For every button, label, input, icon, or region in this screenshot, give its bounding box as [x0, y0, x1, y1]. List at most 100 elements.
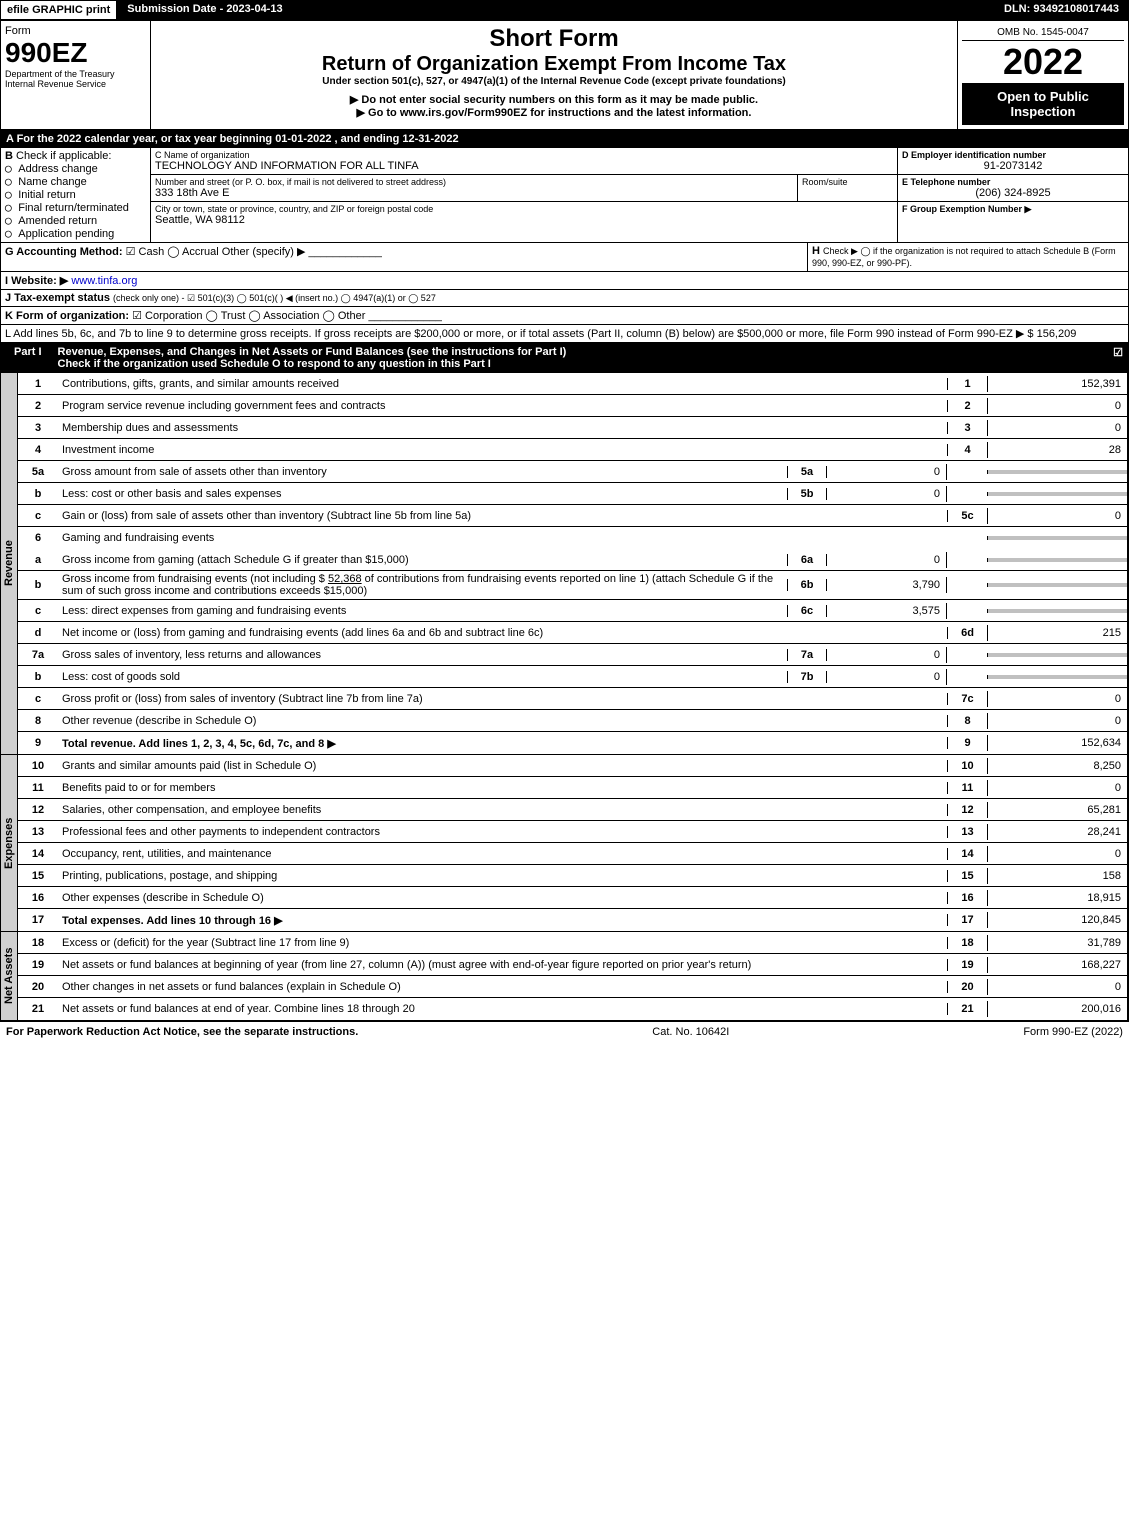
line-5c-desc: Gain or (loss) from sale of assets other… — [58, 508, 947, 524]
line-13-box: 13 — [947, 826, 987, 838]
line-11-num: 11 — [18, 780, 58, 796]
goto-link[interactable]: ▶ Go to www.irs.gov/Form990EZ for instru… — [155, 106, 953, 119]
opt-initial-return: Initial return — [18, 189, 75, 201]
submission-date: Submission Date - 2023-04-13 — [117, 0, 292, 20]
line-9-desc: Total revenue. Add lines 1, 2, 3, 4, 5c,… — [58, 735, 947, 752]
ein-value: 91-2073142 — [902, 160, 1124, 172]
line-8-val: 0 — [987, 713, 1127, 729]
line-21-num: 21 — [18, 1001, 58, 1017]
line-21-box: 21 — [947, 1003, 987, 1015]
telephone-value: (206) 324-8925 — [902, 187, 1124, 199]
expenses-section: Expenses 10Grants and similar amounts pa… — [0, 755, 1129, 932]
line-2-num: 2 — [18, 398, 58, 414]
line-3-box: 3 — [947, 422, 987, 434]
line-8-box: 8 — [947, 715, 987, 727]
line-20-box: 20 — [947, 981, 987, 993]
line-1-desc: Contributions, gifts, grants, and simila… — [58, 376, 947, 392]
line-11-box: 11 — [947, 782, 987, 794]
line-2-box: 2 — [947, 400, 987, 412]
efile-print-button[interactable]: efile GRAPHIC print — [0, 0, 117, 20]
opt-final-return: Final return/terminated — [18, 202, 129, 214]
street-address: 333 18th Ave E — [155, 187, 793, 199]
checkbox-amended-return[interactable]: ◯ — [5, 214, 18, 227]
line-6-num: 6 — [18, 530, 58, 546]
checkbox-initial-return[interactable]: ◯ — [5, 188, 18, 201]
form-number: 990EZ — [5, 37, 146, 69]
line-4-num: 4 — [18, 442, 58, 458]
line-6a-val — [987, 558, 1127, 562]
section-l-text: L Add lines 5b, 6c, and 7b to line 9 to … — [5, 328, 1013, 340]
line-2-desc: Program service revenue including govern… — [58, 398, 947, 414]
line-5b-sub: 5b — [787, 488, 827, 500]
checkbox-final-return[interactable]: ◯ — [5, 201, 18, 214]
line-6-desc: Gaming and fundraising events — [58, 530, 947, 546]
line-6d-desc: Net income or (loss) from gaming and fun… — [58, 625, 947, 641]
section-h-text: Check ▶ ◯ if the organization is not req… — [812, 246, 1116, 268]
line-7b-subval: 0 — [827, 669, 947, 685]
line-7a-desc: Gross sales of inventory, less returns a… — [58, 647, 787, 663]
line-6b-desc: Gross income from fundraising events (no… — [58, 571, 787, 599]
under-section: Under section 501(c), 527, or 4947(a)(1)… — [155, 76, 953, 87]
tax-year: 2022 — [962, 41, 1124, 83]
section-k-label: K Form of organization: — [5, 310, 129, 322]
line-6b-num: b — [18, 577, 58, 593]
section-e-label: E Telephone number — [902, 177, 1124, 187]
sections-b-through-f: B Check if applicable: ◯ Address change … — [0, 148, 1129, 243]
line-15-num: 15 — [18, 868, 58, 884]
section-j-label: J Tax-exempt status — [5, 292, 110, 304]
net-assets-section: Net Assets 18Excess or (deficit) for the… — [0, 932, 1129, 1021]
checkbox-address-change[interactable]: ◯ — [5, 162, 18, 175]
accounting-other[interactable]: Other (specify) ▶ — [222, 246, 306, 258]
line-12-num: 12 — [18, 802, 58, 818]
line-19-box: 19 — [947, 959, 987, 971]
short-form-title: Short Form — [155, 25, 953, 53]
section-g-label: G Accounting Method: — [5, 246, 123, 258]
check-if-applicable: Check if applicable: — [16, 150, 111, 162]
line-17-val: 120,845 — [987, 912, 1127, 928]
line-19-val: 168,227 — [987, 957, 1127, 973]
line-6c-sub: 6c — [787, 605, 827, 617]
line-7b-val — [987, 675, 1127, 679]
part-1-title: Revenue, Expenses, and Changes in Net As… — [58, 346, 567, 358]
line-17-box: 17 — [947, 914, 987, 926]
website-link[interactable]: www.tinfa.org — [71, 275, 137, 287]
line-5b-val — [987, 492, 1127, 496]
city-state-zip: Seattle, WA 98112 — [155, 214, 893, 226]
line-1-box: 1 — [947, 378, 987, 390]
line-18-val: 31,789 — [987, 935, 1127, 951]
section-a-calendar-year: A For the 2022 calendar year, or tax yea… — [0, 130, 1129, 148]
part-1-label: Part I — [6, 346, 50, 370]
line-15-val: 158 — [987, 868, 1127, 884]
line-14-desc: Occupancy, rent, utilities, and maintena… — [58, 846, 947, 862]
line-6c-desc: Less: direct expenses from gaming and fu… — [58, 603, 787, 619]
line-6b-subval: 3,790 — [827, 577, 947, 593]
line-13-val: 28,241 — [987, 824, 1127, 840]
line-5b-subval: 0 — [827, 486, 947, 502]
line-10-desc: Grants and similar amounts paid (list in… — [58, 758, 947, 774]
part-1-checkbox[interactable]: ☑ — [1113, 346, 1123, 370]
section-h-label: H — [812, 245, 820, 257]
footer-form-ref: Form 990-EZ (2022) — [1023, 1026, 1123, 1038]
line-17-desc: Total expenses. Add lines 10 through 16 … — [58, 912, 947, 929]
line-10-val: 8,250 — [987, 758, 1127, 774]
line-5c-box: 5c — [947, 510, 987, 522]
line-9-box: 9 — [947, 737, 987, 749]
checkbox-name-change[interactable]: ◯ — [5, 175, 18, 188]
line-5a-val — [987, 470, 1127, 474]
accounting-accrual[interactable]: ◯ Accrual — [167, 246, 218, 258]
accounting-cash[interactable]: ☑ Cash — [126, 246, 165, 258]
line-7c-val: 0 — [987, 691, 1127, 707]
line-7c-desc: Gross profit or (loss) from sales of inv… — [58, 691, 947, 707]
line-16-box: 16 — [947, 892, 987, 904]
line-5b-num: b — [18, 486, 58, 502]
checkbox-application-pending[interactable]: ◯ — [5, 227, 18, 240]
line-18-box: 18 — [947, 937, 987, 949]
line-16-val: 18,915 — [987, 890, 1127, 906]
line-19-num: 19 — [18, 957, 58, 973]
form-header: Form 990EZ Department of the Treasury In… — [0, 20, 1129, 130]
line-7a-subval: 0 — [827, 647, 947, 663]
section-d-label: D Employer identification number — [902, 150, 1124, 160]
line-12-box: 12 — [947, 804, 987, 816]
section-l-arrow: ▶ $ — [1016, 328, 1034, 340]
line-9-val: 152,634 — [987, 735, 1127, 751]
